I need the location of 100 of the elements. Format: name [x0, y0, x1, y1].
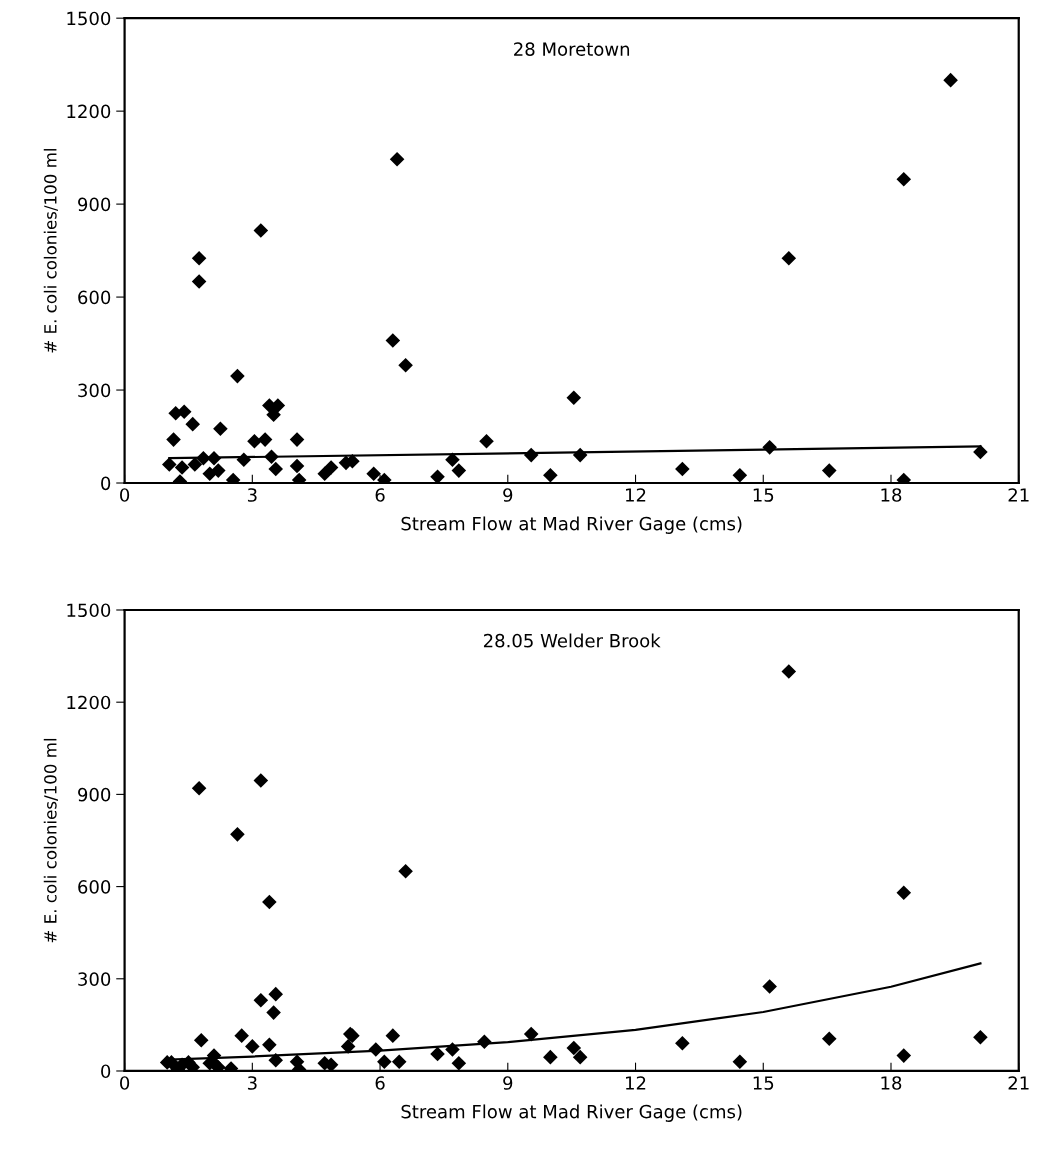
- x-tick-label: 6: [375, 1076, 385, 1090]
- point: [230, 827, 245, 842]
- point: [368, 1042, 384, 1057]
- y-tick-label: 900: [78, 787, 111, 802]
- x-tick-label: 0: [120, 1076, 130, 1090]
- y-tick-label: 0: [101, 476, 111, 491]
- point: [206, 450, 222, 466]
- point: [391, 1054, 407, 1070]
- x-axis-title: Stream Flow at Mad River Gage (cms): [401, 1104, 742, 1122]
- y-tick-label: 1500: [67, 603, 111, 618]
- point: [781, 664, 797, 679]
- point: [323, 460, 339, 475]
- point: [191, 251, 207, 266]
- point: [781, 251, 797, 266]
- point: [543, 467, 558, 483]
- point: [523, 1026, 539, 1042]
- point: [732, 467, 748, 483]
- point: [762, 979, 777, 994]
- x-tick-label: 15: [753, 488, 774, 502]
- point: [257, 432, 273, 447]
- point: [289, 458, 305, 474]
- point: [762, 440, 777, 455]
- point: [377, 1054, 392, 1070]
- y-tick-label: 900: [78, 197, 111, 212]
- point: [264, 449, 279, 464]
- x-tick-label: 3: [247, 1076, 257, 1090]
- point: [166, 432, 181, 447]
- point: [213, 421, 228, 437]
- x-tick-label: 3: [247, 488, 257, 502]
- point: [245, 1039, 260, 1054]
- point: [236, 452, 252, 468]
- point: [821, 463, 837, 478]
- x-tick-label: 18: [881, 488, 902, 502]
- point: [268, 461, 284, 477]
- x-tick-label: 12: [626, 488, 646, 502]
- point: [572, 1049, 588, 1065]
- x-tick-label: 6: [375, 488, 385, 502]
- point: [566, 390, 582, 406]
- y-tick-label: 300: [78, 972, 111, 986]
- y-axis-title: # E. coli colonies/100 ml: [43, 738, 58, 943]
- point: [268, 1052, 284, 1068]
- point: [398, 357, 413, 373]
- y-tick-label: 300: [78, 383, 111, 398]
- x-tick-label: 21: [1008, 488, 1029, 502]
- x-tick-label: 18: [881, 1076, 902, 1090]
- point: [196, 450, 211, 466]
- point: [943, 72, 958, 88]
- point: [821, 1031, 837, 1046]
- point: [174, 460, 190, 475]
- point: [385, 1028, 401, 1043]
- point: [268, 986, 284, 1002]
- point: [896, 885, 912, 901]
- x-tick-label: 0: [120, 488, 130, 502]
- point: [385, 333, 401, 348]
- point: [266, 407, 281, 423]
- point: [187, 457, 203, 472]
- point: [896, 1048, 912, 1063]
- point: [543, 1049, 558, 1065]
- point: [253, 223, 269, 238]
- point: [973, 1029, 988, 1045]
- point: [973, 444, 988, 460]
- point: [430, 469, 445, 484]
- y-tick-label: 1200: [67, 695, 111, 710]
- point: [398, 863, 413, 879]
- point: [477, 1034, 492, 1050]
- point: [193, 1032, 209, 1048]
- x-tick-label: 15: [753, 1076, 774, 1090]
- point: [230, 368, 245, 384]
- point: [289, 432, 305, 447]
- point: [210, 463, 226, 478]
- point: [191, 780, 207, 796]
- point: [445, 1042, 460, 1057]
- point: [266, 1005, 281, 1020]
- point: [732, 1054, 748, 1070]
- point: [162, 457, 177, 472]
- point: [430, 1046, 445, 1062]
- point: [451, 463, 467, 478]
- point: [262, 894, 277, 910]
- x-tick-label: 9: [503, 1076, 513, 1090]
- point: [675, 461, 690, 477]
- point: [191, 274, 207, 289]
- y-tick-label: 1500: [67, 11, 111, 26]
- y-tick-label: 600: [78, 880, 111, 894]
- y-tick-label: 600: [78, 290, 111, 305]
- point: [523, 447, 539, 463]
- x-tick-label: 21: [1008, 1076, 1029, 1090]
- point: [253, 773, 269, 788]
- point: [262, 1037, 277, 1053]
- point: [445, 452, 460, 468]
- point: [479, 433, 494, 449]
- y-axis-title: # E. coli colonies/100 ml: [43, 149, 58, 353]
- point: [896, 172, 912, 187]
- point: [366, 466, 381, 481]
- y-tick-label: 1200: [67, 104, 111, 119]
- point: [340, 1039, 356, 1054]
- point: [253, 993, 269, 1008]
- point: [389, 151, 405, 167]
- point: [185, 416, 200, 432]
- point: [451, 1056, 467, 1071]
- annotation: 28.05 Welder Brook: [483, 633, 661, 648]
